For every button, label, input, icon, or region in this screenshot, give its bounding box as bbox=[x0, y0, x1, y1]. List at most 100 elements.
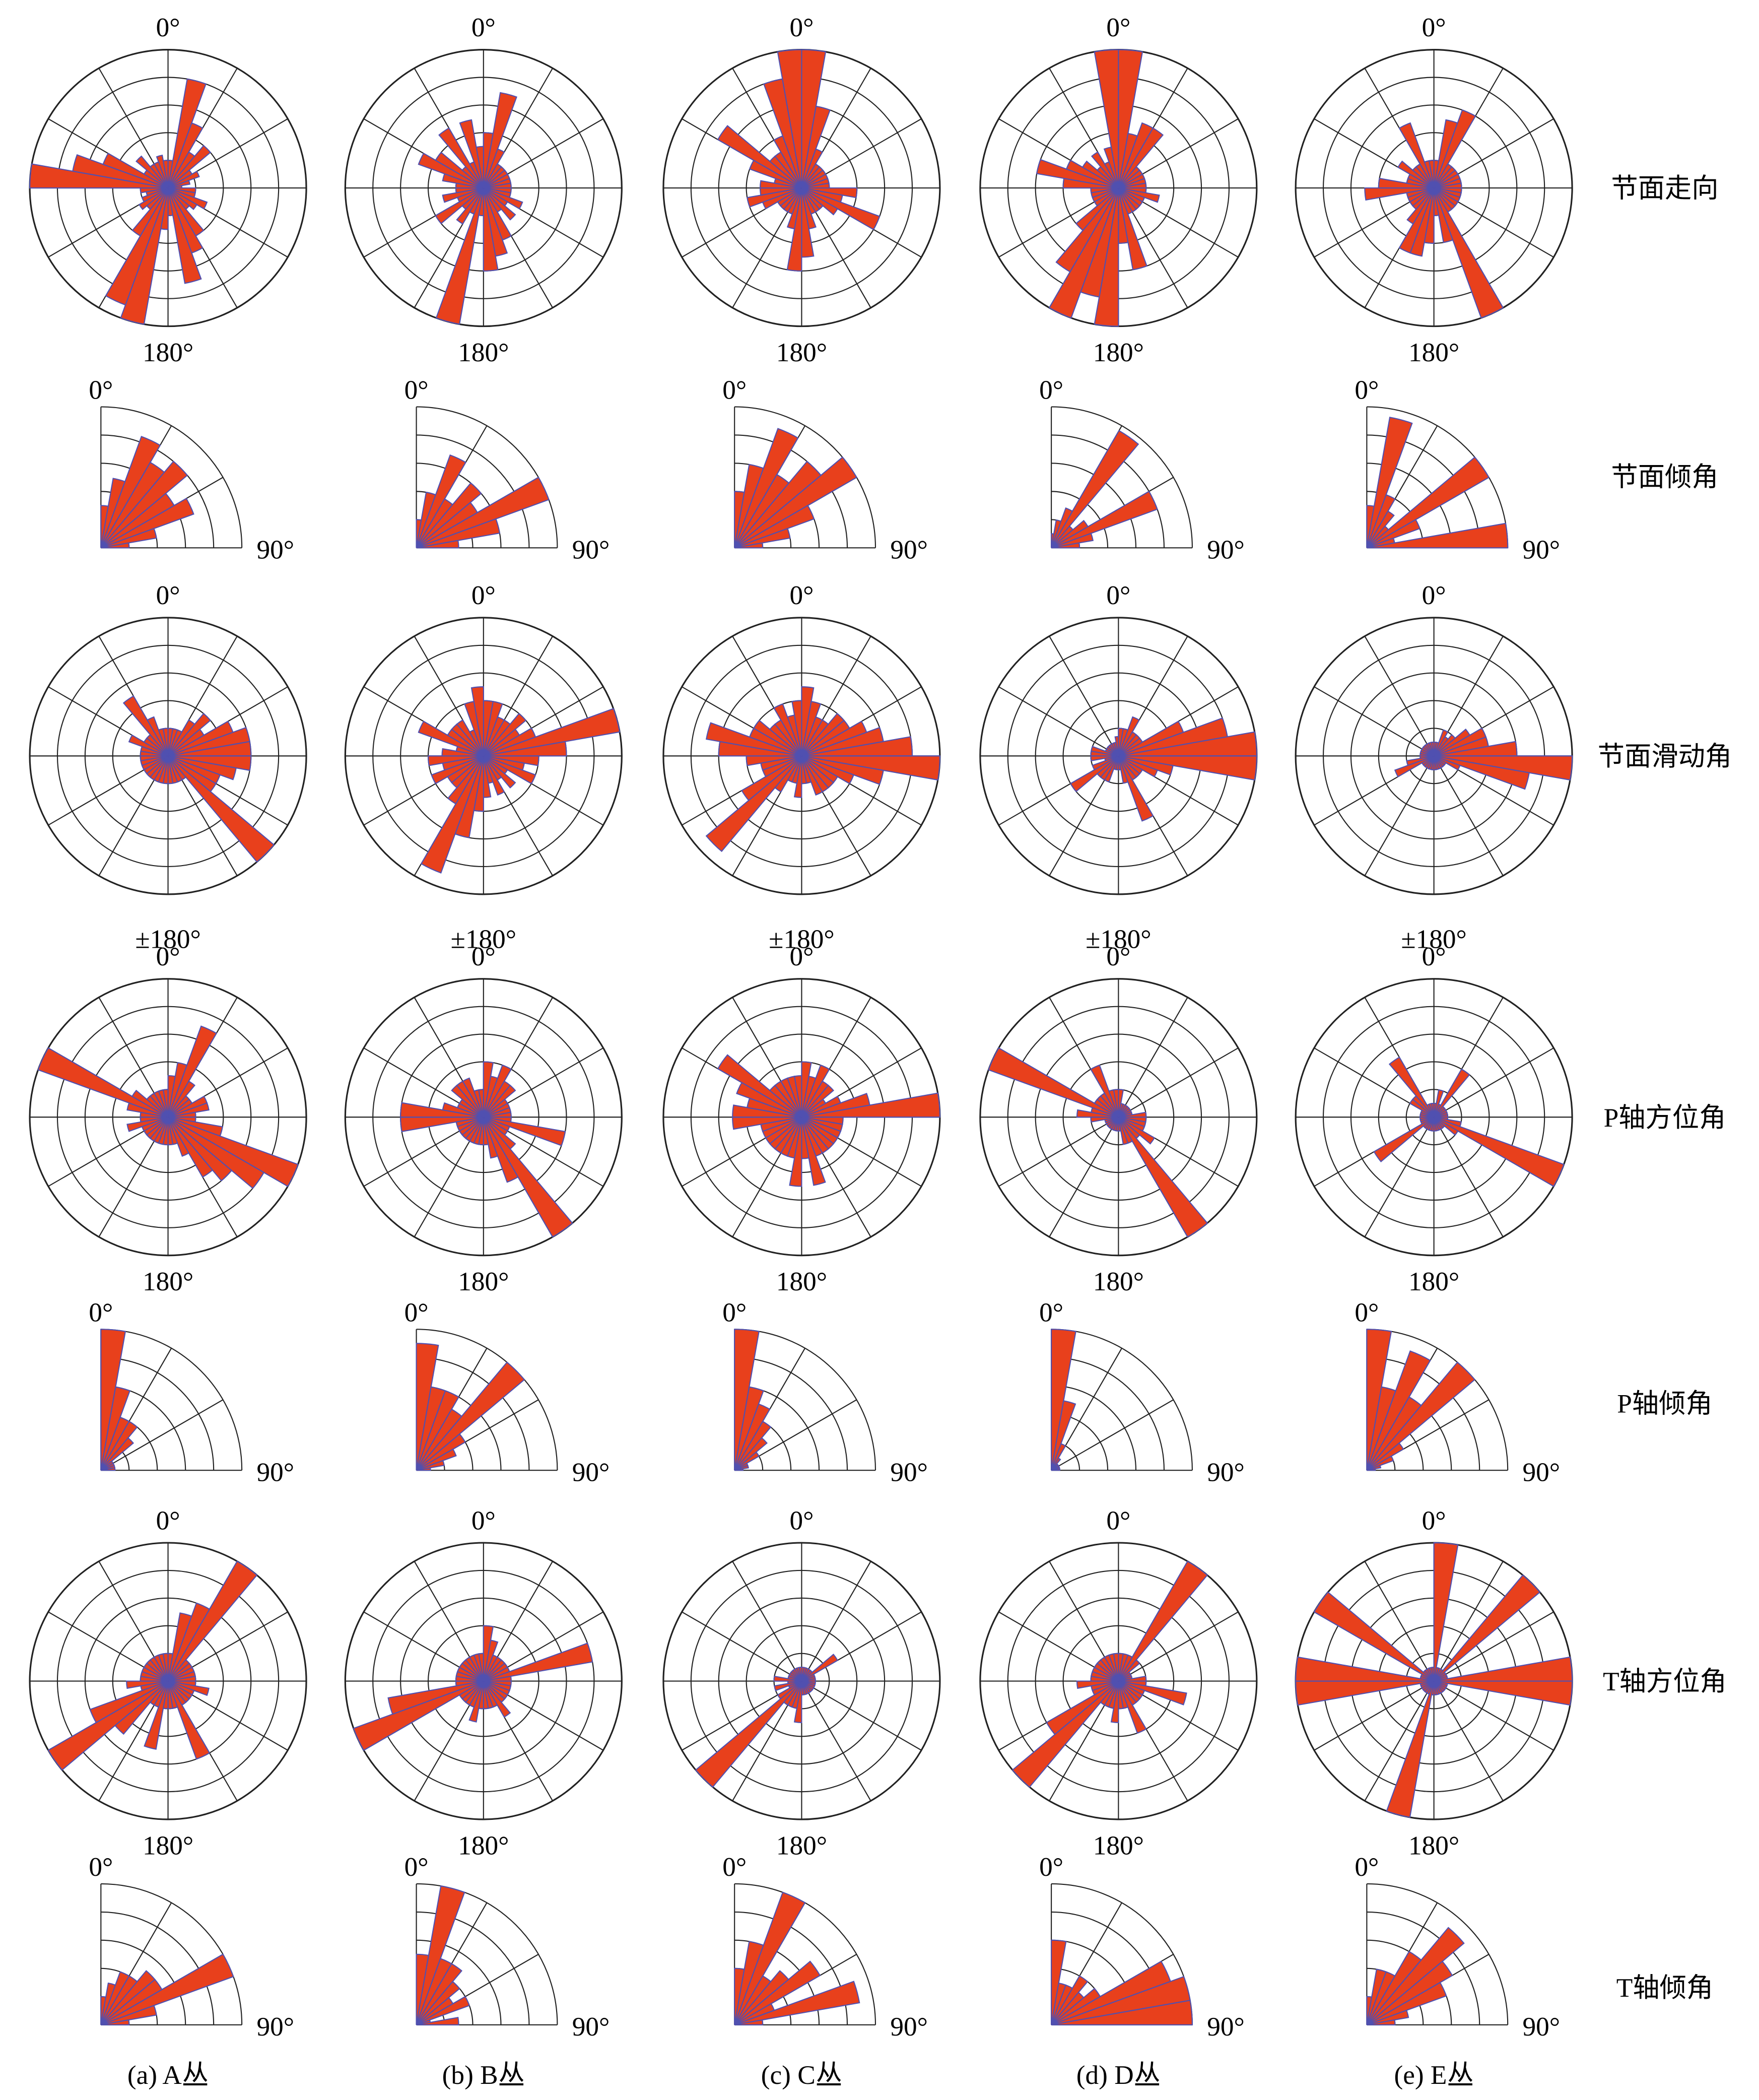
sector bbox=[156, 154, 169, 188]
sector bbox=[777, 1680, 802, 1700]
ring bbox=[1367, 406, 1509, 548]
angle-label: 90° bbox=[1523, 535, 1561, 565]
sector bbox=[438, 127, 484, 188]
column-label: (e) E丛 bbox=[1394, 2060, 1473, 2090]
rose-chart: 0° 90° bbox=[89, 375, 294, 564]
sector bbox=[734, 1891, 806, 2025]
sector bbox=[1069, 755, 1119, 793]
ring bbox=[734, 406, 876, 548]
angle-label: 0° bbox=[1422, 13, 1446, 42]
sector bbox=[1295, 1656, 1434, 1682]
sector bbox=[717, 125, 802, 189]
sector bbox=[442, 187, 484, 203]
angle-label: 0° bbox=[471, 1505, 496, 1535]
sector bbox=[478, 1653, 484, 1681]
sector bbox=[1091, 151, 1119, 188]
sector bbox=[734, 1437, 768, 1471]
sector bbox=[1433, 1068, 1470, 1118]
ring bbox=[1051, 491, 1109, 548]
sector bbox=[162, 1089, 169, 1118]
sector bbox=[1433, 187, 1454, 243]
sector bbox=[798, 1667, 802, 1681]
sector bbox=[416, 482, 482, 549]
sector bbox=[1367, 2019, 1396, 2025]
sector bbox=[483, 741, 567, 757]
sector bbox=[1051, 1468, 1060, 1471]
rose-chart: 0° 90° bbox=[722, 1852, 928, 2042]
sector bbox=[1118, 1117, 1156, 1145]
rose-chart: 0° 90° bbox=[1355, 1852, 1560, 2042]
sector bbox=[420, 755, 484, 874]
sector bbox=[435, 187, 484, 225]
ring bbox=[734, 1329, 876, 1471]
sector bbox=[139, 187, 169, 210]
angle-label: 180° bbox=[143, 1830, 193, 1860]
sector bbox=[100, 461, 188, 549]
angle-label: 90° bbox=[572, 535, 610, 565]
angle-label: 0° bbox=[1355, 375, 1379, 405]
sector bbox=[478, 1089, 484, 1118]
sector bbox=[791, 700, 802, 756]
sector bbox=[1046, 1680, 1119, 1735]
sector bbox=[447, 755, 484, 805]
sector bbox=[483, 1643, 593, 1682]
sector bbox=[1118, 1117, 1208, 1238]
sector bbox=[1398, 187, 1435, 254]
angle-label: 0° bbox=[1355, 1297, 1379, 1327]
sector bbox=[483, 755, 516, 789]
sector bbox=[1118, 756, 1129, 784]
rose-chart: 0° 90° bbox=[404, 1297, 610, 1487]
row-label: 节面倾角 bbox=[1611, 463, 1718, 492]
sector bbox=[162, 160, 169, 188]
rose-chart: 0° 90° bbox=[1039, 1852, 1245, 2042]
sector bbox=[416, 1448, 457, 1471]
sector bbox=[101, 2019, 130, 2025]
sector bbox=[717, 1054, 802, 1118]
angle-label: 0° bbox=[471, 13, 496, 42]
angle-label: 90° bbox=[256, 2012, 294, 2042]
spoke bbox=[732, 1561, 802, 1682]
angle-label: 90° bbox=[572, 1457, 610, 1487]
sector bbox=[102, 153, 169, 189]
spoke bbox=[1434, 1611, 1554, 1682]
sector bbox=[483, 187, 516, 221]
sector bbox=[1366, 1982, 1447, 2025]
angle-label: 0° bbox=[1106, 580, 1130, 610]
angle-label: 0° bbox=[156, 1505, 180, 1535]
spoke bbox=[1314, 686, 1435, 757]
ring bbox=[734, 1883, 876, 2025]
sector bbox=[1051, 533, 1094, 549]
rose-chart: 0° 180° bbox=[29, 1505, 307, 1860]
sector bbox=[47, 1680, 169, 1771]
angle-label: 90° bbox=[1207, 2012, 1245, 2042]
rose-chart: 0° 90° bbox=[89, 1297, 294, 1487]
angle-label: 180° bbox=[1408, 1267, 1459, 1296]
sector bbox=[418, 153, 484, 189]
spoke bbox=[1049, 636, 1119, 756]
angle-label: 180° bbox=[1408, 338, 1459, 367]
row-label: P轴倾角 bbox=[1617, 1389, 1712, 1419]
sector bbox=[1398, 122, 1435, 188]
sector bbox=[1090, 1064, 1119, 1118]
angle-label: 0° bbox=[1355, 1852, 1379, 1882]
sector bbox=[162, 1653, 169, 1681]
sector bbox=[1366, 1960, 1453, 2025]
sector bbox=[1433, 109, 1476, 188]
sector bbox=[416, 1885, 465, 2025]
sector bbox=[777, 49, 802, 188]
sector bbox=[734, 1465, 749, 1471]
row-label: 节面走向 bbox=[1611, 174, 1718, 204]
sector bbox=[734, 528, 791, 549]
angle-label: 180° bbox=[776, 1830, 827, 1860]
sector bbox=[734, 1981, 860, 2025]
rose-chart: 0° ±180° bbox=[1295, 580, 1573, 954]
sector bbox=[462, 1077, 484, 1118]
sector bbox=[734, 428, 799, 548]
angle-label: 0° bbox=[1039, 375, 1063, 405]
ring bbox=[101, 1357, 215, 1471]
sector bbox=[1366, 1442, 1404, 1471]
rose-chart: 0° ±180° bbox=[344, 580, 623, 954]
angle-label: 0° bbox=[471, 942, 496, 971]
